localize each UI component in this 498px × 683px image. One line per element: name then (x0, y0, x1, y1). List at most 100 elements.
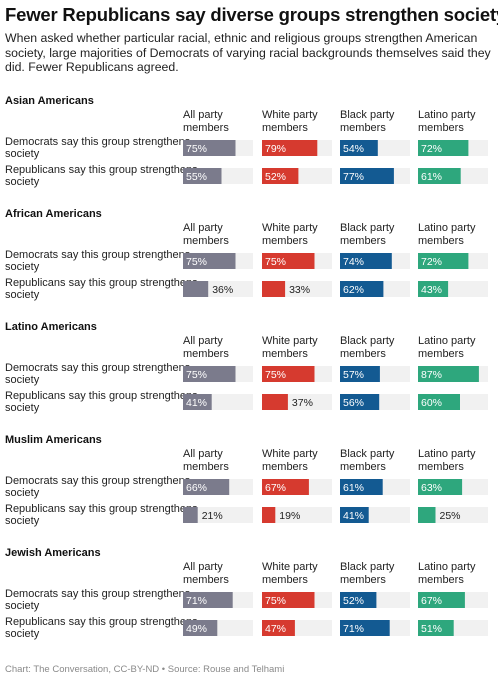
data-label: 74% (343, 256, 364, 268)
data-label: 66% (186, 482, 207, 494)
row-label: society (5, 487, 40, 499)
data-label: 61% (343, 482, 364, 494)
bar (340, 366, 380, 382)
data-label: 25% (440, 510, 461, 522)
bar-track (183, 507, 253, 523)
row-label: society (5, 261, 40, 273)
row-label: society (5, 374, 40, 386)
data-label: 72% (421, 143, 442, 155)
chart-subtitle: When asked whether particular racial, et… (5, 31, 491, 74)
bar (418, 281, 449, 297)
bar (183, 394, 212, 410)
column-header: All party (183, 222, 223, 234)
section-title-muslim-americans: Muslim Americans (5, 434, 102, 446)
bar (262, 620, 295, 636)
bar (183, 620, 218, 636)
data-label: 57% (343, 369, 364, 381)
bar (418, 620, 454, 636)
row-label: Democrats say this group strengthens (5, 588, 191, 600)
chart-source-footer: Chart: The Conversation, CC-BY-ND • Sour… (5, 664, 285, 675)
data-label: 71% (343, 623, 364, 635)
data-label: 87% (421, 369, 442, 381)
column-header: members (340, 574, 386, 586)
column-header: Black party (340, 222, 395, 234)
section-title-latino-americans: Latino Americans (5, 321, 97, 333)
column-header: White party (262, 222, 318, 234)
data-label: 19% (279, 510, 300, 522)
bar (340, 592, 377, 608)
bar (262, 592, 315, 608)
column-header: Latino party (418, 561, 476, 573)
data-label: 62% (343, 284, 364, 296)
data-label: 79% (265, 143, 286, 155)
column-header: Latino party (418, 335, 476, 347)
column-header: members (262, 574, 308, 586)
row-label: society (5, 628, 40, 640)
bar (418, 507, 436, 523)
data-label: 41% (343, 510, 364, 522)
data-label: 61% (421, 171, 442, 183)
column-header: members (418, 235, 464, 247)
bar (340, 507, 369, 523)
row-label: Democrats say this group strengthens (5, 475, 191, 487)
column-header: members (340, 348, 386, 360)
bar (418, 168, 461, 184)
data-label: 55% (186, 171, 207, 183)
data-label: 37% (292, 397, 313, 409)
bar (183, 507, 198, 523)
column-header: White party (262, 448, 318, 460)
column-header: Black party (340, 109, 395, 121)
bar (262, 479, 309, 495)
row-label: Democrats say this group strengthens (5, 362, 191, 374)
row-label: Democrats say this group strengthens (5, 136, 191, 148)
row-label: Republicans say this group strengthens (5, 503, 198, 515)
bar (340, 479, 383, 495)
data-label: 75% (265, 595, 286, 607)
column-header: Latino party (418, 448, 476, 460)
column-header: Black party (340, 448, 395, 460)
column-header: members (262, 348, 308, 360)
column-header: members (262, 235, 308, 247)
data-label: 36% (212, 284, 233, 296)
bar (183, 281, 209, 297)
bar (340, 140, 378, 156)
bar (340, 253, 392, 269)
bar (418, 140, 469, 156)
column-header: Latino party (418, 109, 476, 121)
data-label: 63% (421, 482, 442, 494)
bar (183, 366, 236, 382)
bar (183, 140, 236, 156)
data-label: 41% (186, 397, 207, 409)
bar (262, 394, 288, 410)
column-header: members (418, 461, 464, 473)
column-header: members (183, 235, 229, 247)
row-label: Republicans say this group strengthens (5, 616, 198, 628)
row-label: society (5, 289, 40, 301)
column-header: members (340, 122, 386, 134)
data-label: 60% (421, 397, 442, 409)
column-header: Latino party (418, 222, 476, 234)
data-label: 49% (186, 623, 207, 635)
column-header: White party (262, 561, 318, 573)
bar (418, 592, 465, 608)
column-header: White party (262, 335, 318, 347)
data-label: 67% (421, 595, 442, 607)
data-label: 71% (186, 595, 207, 607)
column-header: members (262, 122, 308, 134)
bar (183, 479, 230, 495)
data-label: 75% (186, 143, 207, 155)
column-header: White party (262, 109, 318, 121)
bar (418, 394, 460, 410)
data-label: 75% (186, 256, 207, 268)
column-header: All party (183, 448, 223, 460)
column-header: members (183, 461, 229, 473)
row-label: society (5, 148, 40, 160)
column-header: members (418, 348, 464, 360)
row-label: Republicans say this group strengthens (5, 277, 198, 289)
data-label: 43% (421, 284, 442, 296)
row-label: Republicans say this group strengthens (5, 164, 198, 176)
bar (183, 253, 236, 269)
bar (418, 253, 469, 269)
column-header: members (418, 574, 464, 586)
section-title-jewish-americans: Jewish Americans (5, 547, 101, 559)
